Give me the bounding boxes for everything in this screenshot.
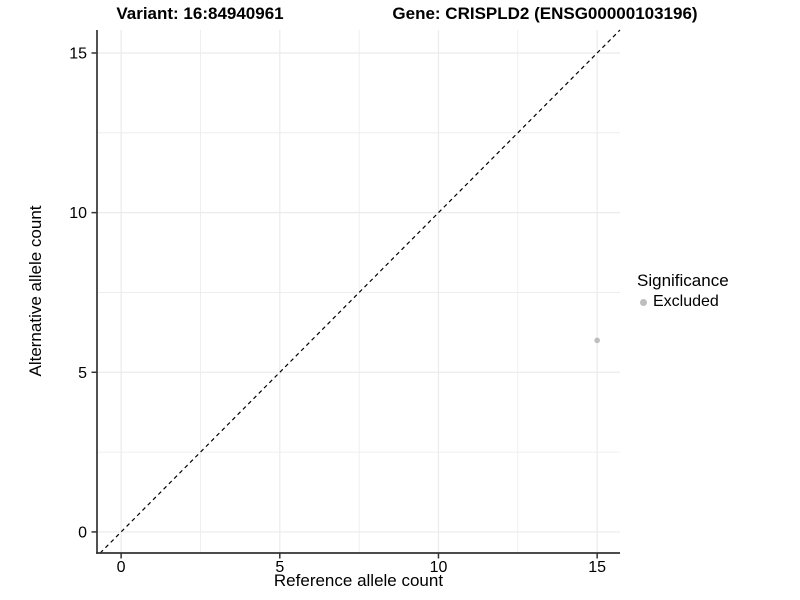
y-axis-title: Alternative allele count — [26, 205, 45, 377]
x-tick-label: 10 — [430, 559, 448, 576]
x-axis-title: Reference allele count — [273, 571, 444, 590]
data-point — [594, 337, 600, 344]
x-tick-label: 0 — [117, 559, 126, 576]
x-tick-label: 5 — [275, 559, 284, 576]
variant-title: Variant: 16:84940961 — [116, 4, 284, 23]
legend-title: Significance — [637, 271, 729, 290]
y-tick-label: 10 — [69, 205, 87, 222]
legend: Significance Excluded — [637, 270, 729, 311]
legend-item-label: Excluded — [653, 293, 719, 310]
x-tick-label: 15 — [588, 559, 606, 576]
y-tick-label: 15 — [69, 45, 87, 62]
gene-title: Gene: CRISPLD2 (ENSG00000103196) — [392, 4, 698, 23]
identity-reference-line — [99, 29, 621, 554]
y-tick-label: 0 — [78, 524, 87, 541]
legend-point-icon — [640, 298, 647, 306]
legend-item-excluded: Excluded — [640, 293, 729, 311]
y-tick-label: 5 — [78, 365, 87, 382]
